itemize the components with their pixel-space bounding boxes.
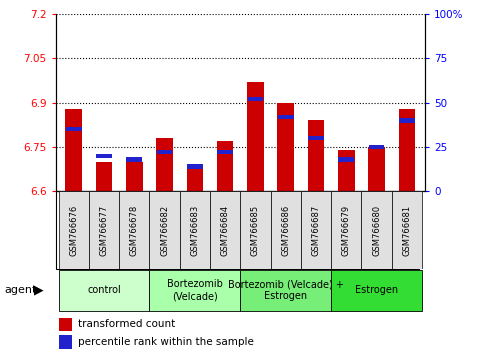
Bar [156, 150, 172, 154]
Bar [58, 270, 149, 311]
Bar [331, 270, 422, 311]
Text: GSM766676: GSM766676 [69, 205, 78, 256]
Bar [339, 157, 354, 161]
Bar [96, 162, 113, 191]
Bar [270, 191, 301, 269]
Text: GSM766681: GSM766681 [402, 205, 412, 256]
Bar [180, 191, 210, 269]
Text: percentile rank within the sample: percentile rank within the sample [78, 337, 254, 347]
Bar [369, 145, 384, 149]
Text: ▶: ▶ [34, 284, 43, 297]
Text: GSM766685: GSM766685 [251, 205, 260, 256]
Bar [398, 109, 415, 191]
Bar [58, 191, 89, 269]
Text: GSM766684: GSM766684 [221, 205, 229, 256]
Bar [217, 150, 233, 154]
Bar [308, 120, 325, 191]
Bar [156, 138, 173, 191]
Text: GSM766678: GSM766678 [130, 205, 139, 256]
Bar [89, 191, 119, 269]
Bar [186, 167, 203, 191]
Text: GSM766680: GSM766680 [372, 205, 381, 256]
Text: control: control [87, 285, 121, 295]
Text: GSM766682: GSM766682 [160, 205, 169, 256]
Bar [247, 82, 264, 191]
Bar [361, 191, 392, 269]
Bar [149, 270, 241, 311]
Bar [59, 318, 72, 331]
Text: Estrogen: Estrogen [355, 285, 398, 295]
Bar [66, 127, 82, 131]
Bar [241, 191, 270, 269]
Bar [149, 191, 180, 269]
Bar [399, 118, 415, 122]
Bar [96, 154, 112, 158]
Bar [187, 164, 203, 169]
Bar [217, 141, 233, 191]
Text: transformed count: transformed count [78, 319, 175, 329]
Text: Bortezomib (Velcade) +
Estrogen: Bortezomib (Velcade) + Estrogen [228, 279, 344, 301]
Bar [241, 270, 331, 311]
Text: GSM766687: GSM766687 [312, 205, 321, 256]
Text: GSM766679: GSM766679 [342, 205, 351, 256]
Bar [65, 109, 82, 191]
Bar [368, 147, 385, 191]
Bar [338, 150, 355, 191]
Bar [331, 191, 361, 269]
Bar [277, 103, 294, 191]
Text: Bortezomib
(Velcade): Bortezomib (Velcade) [167, 279, 223, 301]
Text: agent: agent [5, 285, 37, 295]
Bar [247, 97, 263, 101]
Bar [392, 191, 422, 269]
Text: GSM766683: GSM766683 [190, 205, 199, 256]
Bar [278, 115, 294, 119]
Bar [210, 191, 241, 269]
Bar [308, 136, 324, 140]
Bar [59, 335, 72, 349]
Text: GSM766677: GSM766677 [99, 205, 109, 256]
Bar [119, 191, 149, 269]
Text: GSM766686: GSM766686 [281, 205, 290, 256]
Bar [127, 157, 142, 161]
Bar [126, 162, 142, 191]
Bar [301, 191, 331, 269]
